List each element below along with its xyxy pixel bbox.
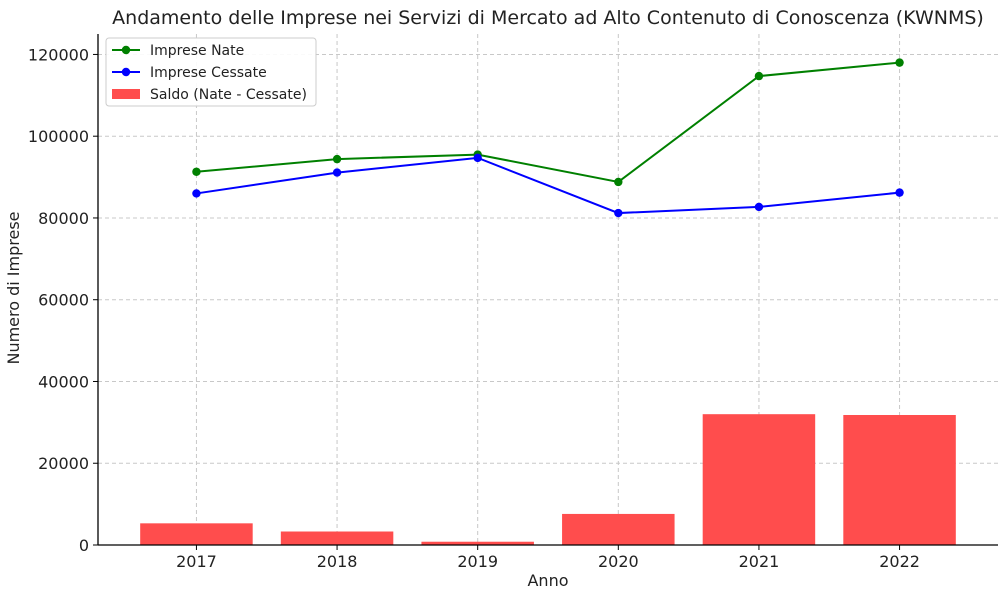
legend-item-saldo-swatch <box>112 89 140 99</box>
x-tick-label: 2021 <box>739 552 780 571</box>
point-imprese-nate <box>192 167 201 176</box>
bar-saldo <box>562 513 675 545</box>
x-tick-label: 2019 <box>457 552 498 571</box>
bar-saldo <box>702 414 816 545</box>
x-tick-label: 2017 <box>176 552 217 571</box>
legend-item-saldo-label: Saldo (Nate - Cessate) <box>150 87 307 103</box>
y-tick-label: 60000 <box>38 291 89 310</box>
bars <box>140 414 956 545</box>
y-tick-label: 100000 <box>28 127 89 146</box>
point-imprese-nate <box>332 154 342 164</box>
line-imprese-cessate <box>196 156 900 215</box>
x-tick-label: 2018 <box>317 552 358 571</box>
x-tick-label: 2022 <box>879 552 920 571</box>
bar-saldo <box>140 523 253 545</box>
y-axis-title: Numero di Imprese <box>4 211 23 364</box>
legend-box <box>105 37 317 107</box>
point-imprese-nate <box>895 58 904 67</box>
y-tick-label: 80000 <box>38 209 89 228</box>
legend-item-nate-marker <box>121 45 131 55</box>
bar-saldo <box>843 415 956 545</box>
legend-item-nate-label: Imprese Nate <box>150 43 244 59</box>
x-tick-label: 2020 <box>598 552 639 571</box>
point-imprese-cessate <box>332 168 342 177</box>
bar-saldo <box>421 541 534 545</box>
legend-item-cessate-marker <box>121 67 131 77</box>
y-tick-label: 120000 <box>28 45 89 64</box>
tick-labels: 0 20000 40000 60000 80000 100000 120000 2017 201… <box>28 45 920 571</box>
line-series <box>192 58 904 218</box>
y-tick-label: 40000 <box>38 372 89 391</box>
point-imprese-nate <box>754 71 764 81</box>
axes <box>93 34 998 550</box>
point-imprese-cessate <box>473 153 482 163</box>
point-imprese-cessate <box>754 202 764 212</box>
point-imprese-cessate <box>614 208 623 218</box>
point-imprese-cessate <box>192 189 201 198</box>
legend: Imprese Nate Imprese Cessate Saldo (Nate -… <box>105 37 317 107</box>
y-tick-label: 0 <box>79 536 89 555</box>
point-imprese-cessate <box>895 188 904 197</box>
chart-title: Andamento delle Imprese nei Servizi di M… <box>112 7 984 29</box>
bar-saldo <box>280 531 394 545</box>
x-axis-title: Anno <box>527 571 568 589</box>
y-tick-label: 20000 <box>38 454 89 473</box>
line-imprese-nate <box>196 61 900 184</box>
legend-item-cessate-label: Imprese Cessate <box>150 65 267 81</box>
point-imprese-nate <box>614 177 623 187</box>
